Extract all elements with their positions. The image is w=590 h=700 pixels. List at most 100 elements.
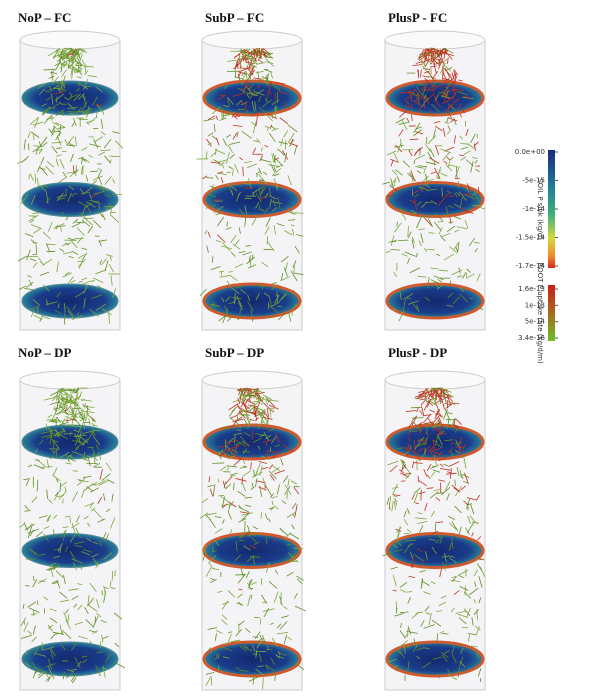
root-segment: [83, 297, 86, 309]
root-segment: [225, 134, 232, 138]
root-segment: [446, 111, 452, 116]
root-segment: [208, 193, 217, 198]
root-segment: [44, 90, 51, 93]
root-segment: [442, 567, 447, 571]
root-segment: [68, 185, 75, 191]
root-segment: [53, 562, 60, 571]
root-segment: [243, 418, 249, 427]
root-segment: [59, 591, 68, 599]
root-segment: [453, 70, 458, 79]
root-segment: [431, 619, 442, 627]
root-segment: [433, 415, 440, 423]
root-segment: [432, 80, 437, 88]
root-segment: [428, 530, 439, 537]
root-segment: [97, 170, 102, 179]
root-segment: [99, 641, 102, 648]
root-segment: [418, 491, 426, 495]
root-segment: [403, 645, 406, 654]
root-segment: [40, 156, 45, 165]
root-segment: [109, 155, 121, 158]
root-segment: [255, 70, 264, 74]
root-segment: [79, 413, 81, 419]
root-segment: [449, 246, 458, 254]
root-segment: [102, 493, 106, 501]
root-segment: [95, 665, 101, 677]
root-segment: [87, 446, 94, 449]
root-segment: [48, 562, 57, 567]
root-segment: [255, 292, 260, 301]
root-segment: [402, 160, 410, 168]
root-segment: [75, 87, 80, 92]
root-segment: [475, 626, 480, 636]
root-segment: [438, 58, 448, 65]
root-segment: [405, 539, 416, 542]
root-segment: [215, 174, 219, 181]
root-segment: [474, 248, 478, 253]
root-segment: [263, 292, 270, 297]
root-segment: [287, 478, 290, 487]
colorbar-tick-label: -1.5e-14: [516, 234, 546, 242]
root-segment: [238, 588, 243, 591]
root-segment: [57, 303, 60, 309]
root-segment: [65, 672, 74, 679]
root-segment: [439, 567, 443, 578]
root-segment: [81, 277, 88, 281]
root-segment: [287, 124, 298, 133]
root-segment: [273, 154, 276, 163]
root-segment: [231, 296, 242, 300]
root-segment: [247, 55, 254, 67]
root-segment: [51, 141, 63, 144]
root-segment: [447, 292, 454, 299]
panel: NoP – FC: [17, 10, 124, 331]
root-segment: [247, 594, 251, 607]
root-segment: [419, 525, 424, 533]
root-segment: [238, 54, 241, 60]
root-segment: [98, 151, 106, 156]
root-segment: [240, 408, 245, 414]
root-segment: [393, 152, 399, 164]
root-segment: [77, 422, 84, 434]
root-segment: [27, 526, 32, 539]
root-segment: [67, 614, 70, 621]
root-segment: [242, 645, 249, 649]
root-segment: [406, 117, 410, 122]
root-segment: [420, 399, 427, 406]
root-segment: [215, 115, 218, 121]
root-segment: [251, 55, 258, 62]
root-segment: [460, 146, 469, 150]
root-segment: [210, 577, 215, 581]
root-segment: [212, 484, 216, 496]
root-segment: [92, 557, 99, 567]
root-segment: [416, 421, 424, 427]
root-segment: [47, 624, 53, 632]
root-segment: [407, 597, 411, 604]
root-segment: [108, 312, 110, 324]
root-segment: [48, 75, 55, 79]
root-segment: [34, 116, 40, 129]
root-segment: [421, 453, 427, 458]
root-segment: [91, 553, 99, 558]
root-segment: [418, 228, 425, 231]
root-segment: [247, 294, 251, 302]
root-segment: [58, 48, 64, 59]
root-segment: [435, 539, 440, 544]
root-segment: [210, 151, 217, 158]
root-segment: [434, 434, 439, 446]
root-segment: [455, 610, 467, 614]
root-segment: [64, 418, 76, 422]
root-segment: [435, 610, 443, 612]
root-segment: [442, 47, 454, 54]
root-segment: [407, 300, 419, 305]
root-segment: [468, 634, 470, 642]
root-segment: [457, 569, 469, 576]
root-segment: [250, 111, 261, 117]
root-segment: [444, 439, 453, 442]
root-segment: [427, 399, 436, 406]
root-segment: [243, 545, 251, 551]
root-segment: [231, 111, 238, 118]
root-segment: [394, 501, 396, 510]
root-segment: [86, 105, 90, 118]
root-segment: [91, 428, 96, 436]
root-segment: [38, 515, 48, 519]
root-segment: [436, 392, 442, 400]
